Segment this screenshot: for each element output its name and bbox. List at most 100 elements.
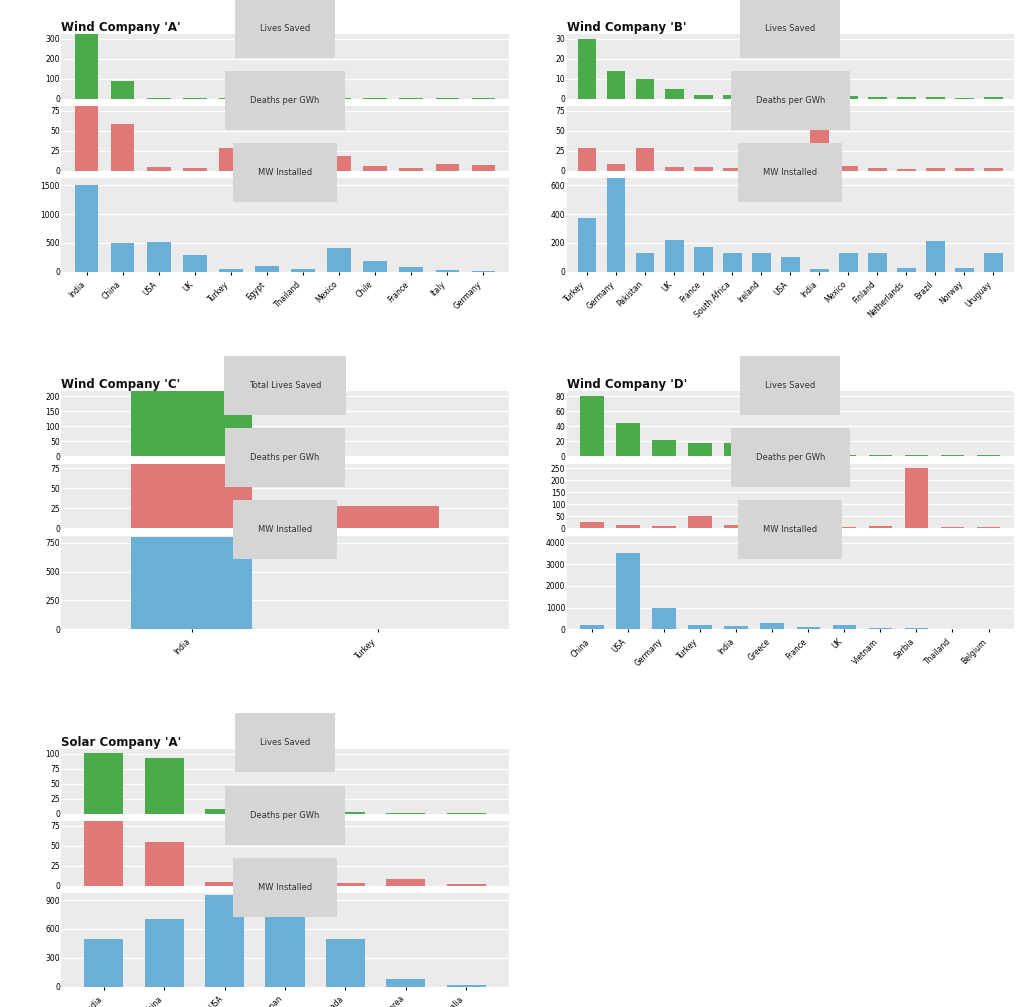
- Title: Lives Saved: Lives Saved: [260, 738, 310, 747]
- Bar: [636, 253, 654, 272]
- Bar: [752, 95, 771, 99]
- Bar: [205, 809, 244, 814]
- Bar: [665, 167, 683, 171]
- Bar: [205, 882, 244, 886]
- Bar: [255, 266, 279, 272]
- Bar: [761, 527, 784, 529]
- Bar: [183, 167, 207, 171]
- Bar: [581, 523, 603, 529]
- Bar: [111, 81, 134, 99]
- Bar: [616, 423, 640, 456]
- Bar: [652, 607, 676, 629]
- Bar: [984, 253, 1002, 272]
- Bar: [688, 517, 712, 529]
- Bar: [955, 167, 974, 171]
- Bar: [75, 185, 98, 272]
- Bar: [724, 626, 748, 629]
- Text: Solar Company 'A': Solar Company 'A': [61, 736, 181, 749]
- Bar: [636, 79, 654, 99]
- Bar: [131, 537, 252, 629]
- Bar: [926, 97, 945, 99]
- Bar: [317, 506, 438, 529]
- Bar: [328, 248, 351, 272]
- Bar: [839, 253, 858, 272]
- Bar: [578, 148, 596, 171]
- Title: Deaths per GWh: Deaths per GWh: [250, 96, 319, 105]
- Bar: [111, 243, 134, 272]
- Bar: [364, 262, 387, 272]
- Bar: [723, 167, 741, 171]
- Bar: [665, 240, 683, 272]
- Bar: [868, 628, 892, 629]
- Text: Wind Company 'C': Wind Company 'C': [61, 379, 180, 392]
- Bar: [652, 440, 676, 456]
- Bar: [472, 271, 495, 272]
- Bar: [868, 527, 892, 529]
- Bar: [291, 168, 314, 171]
- Text: Wind Company 'D': Wind Company 'D': [566, 379, 687, 392]
- Bar: [926, 167, 945, 171]
- Bar: [780, 95, 800, 99]
- Bar: [131, 460, 252, 529]
- Bar: [75, 103, 98, 171]
- Bar: [761, 451, 784, 456]
- Bar: [977, 454, 1000, 456]
- Bar: [616, 526, 640, 529]
- Bar: [326, 813, 365, 814]
- Bar: [606, 178, 626, 272]
- Title: Lives Saved: Lives Saved: [260, 23, 310, 32]
- Bar: [183, 255, 207, 272]
- Bar: [326, 883, 365, 886]
- Bar: [868, 454, 892, 456]
- Bar: [219, 148, 243, 171]
- Bar: [84, 939, 123, 987]
- Bar: [472, 165, 495, 171]
- Bar: [255, 167, 279, 171]
- Bar: [386, 979, 425, 987]
- Bar: [761, 623, 784, 629]
- Bar: [616, 554, 640, 629]
- Bar: [144, 758, 183, 814]
- Bar: [399, 167, 423, 171]
- Bar: [265, 808, 304, 814]
- Bar: [904, 454, 928, 456]
- Bar: [797, 454, 820, 456]
- Bar: [205, 895, 244, 987]
- Bar: [941, 454, 965, 456]
- Bar: [219, 269, 243, 272]
- Bar: [984, 168, 1002, 171]
- Bar: [810, 106, 828, 171]
- Bar: [144, 842, 183, 886]
- Bar: [797, 527, 820, 529]
- Bar: [723, 95, 741, 99]
- Bar: [84, 818, 123, 886]
- Title: MW Installed: MW Installed: [258, 168, 312, 176]
- Bar: [797, 626, 820, 629]
- Title: Lives Saved: Lives Saved: [765, 381, 815, 390]
- Bar: [723, 253, 741, 272]
- Bar: [131, 391, 252, 456]
- Bar: [665, 89, 683, 99]
- Bar: [446, 985, 485, 987]
- Bar: [693, 247, 713, 272]
- Bar: [752, 253, 771, 272]
- Bar: [147, 243, 171, 272]
- Bar: [926, 241, 945, 272]
- Bar: [688, 625, 712, 629]
- Bar: [364, 166, 387, 171]
- Bar: [265, 881, 304, 886]
- Bar: [941, 527, 965, 529]
- Bar: [810, 269, 828, 272]
- Bar: [435, 271, 459, 272]
- Bar: [833, 454, 856, 456]
- Bar: [752, 167, 771, 171]
- Bar: [688, 443, 712, 456]
- Bar: [984, 97, 1002, 99]
- Title: MW Installed: MW Installed: [763, 168, 817, 176]
- Title: Lives Saved: Lives Saved: [765, 23, 815, 32]
- Bar: [897, 268, 915, 272]
- Title: MW Installed: MW Installed: [763, 526, 817, 534]
- Bar: [977, 527, 1000, 529]
- Bar: [144, 919, 183, 987]
- Bar: [636, 148, 654, 171]
